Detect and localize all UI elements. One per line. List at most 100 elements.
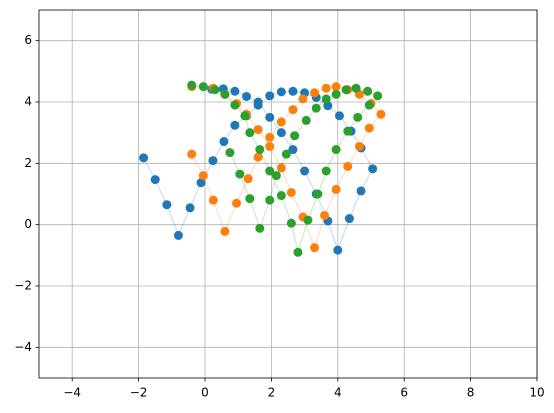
point <box>344 214 354 224</box>
point <box>288 105 298 115</box>
y-tick-label: 0 <box>24 217 32 231</box>
y-tick-label: −2 <box>14 279 32 293</box>
x-tick-label: −2 <box>130 386 148 400</box>
point <box>320 210 330 220</box>
point <box>276 87 286 97</box>
point <box>290 131 300 141</box>
point <box>265 166 275 176</box>
point <box>198 82 208 92</box>
x-tick-label: 2 <box>268 386 276 400</box>
point <box>293 247 303 257</box>
point <box>298 94 308 104</box>
point <box>187 149 197 159</box>
series-line <box>191 85 382 250</box>
x-tick-label: −4 <box>63 386 81 400</box>
point <box>323 101 333 111</box>
x-tick-label: 0 <box>201 386 209 400</box>
point <box>310 88 320 98</box>
point <box>265 195 275 205</box>
point <box>311 103 321 113</box>
point <box>219 137 229 147</box>
point <box>245 128 255 138</box>
point <box>341 85 351 95</box>
point <box>225 148 235 158</box>
y-tick-label: 6 <box>24 33 32 47</box>
point <box>363 86 373 96</box>
point <box>235 169 245 179</box>
point <box>265 91 275 101</box>
point <box>351 83 361 93</box>
point <box>232 198 242 208</box>
point <box>354 141 364 151</box>
point <box>253 152 263 162</box>
point <box>185 203 195 213</box>
point <box>265 141 275 151</box>
point <box>364 123 374 133</box>
point <box>187 80 197 90</box>
point <box>303 215 313 225</box>
point <box>208 195 218 205</box>
point <box>334 111 344 121</box>
point <box>300 166 310 176</box>
point <box>196 178 206 188</box>
point <box>313 189 323 199</box>
plot-frame <box>38 9 538 379</box>
point <box>310 243 320 253</box>
x-tick-label: 10 <box>529 386 544 400</box>
point <box>253 125 263 135</box>
x-tick-label: 8 <box>467 386 475 400</box>
point <box>255 223 265 233</box>
point <box>173 230 183 240</box>
point <box>288 145 298 155</box>
point <box>288 86 298 96</box>
point <box>271 171 281 181</box>
point <box>286 218 296 228</box>
point <box>220 89 230 99</box>
point <box>243 174 253 184</box>
point <box>245 194 255 204</box>
point <box>198 171 208 181</box>
point <box>333 245 343 255</box>
point <box>240 111 250 121</box>
point <box>150 175 160 185</box>
point <box>376 109 386 119</box>
point <box>368 164 378 174</box>
point <box>286 187 296 197</box>
point <box>281 149 291 159</box>
point <box>162 200 172 210</box>
point <box>276 163 286 173</box>
point <box>331 184 341 194</box>
point <box>321 94 331 104</box>
point <box>373 91 383 101</box>
point <box>265 132 275 142</box>
point <box>353 112 363 122</box>
point <box>139 153 149 163</box>
point <box>301 115 311 125</box>
point <box>255 145 265 155</box>
point <box>321 83 331 93</box>
point <box>343 126 353 136</box>
y-tick-label: 2 <box>24 156 32 170</box>
point <box>253 97 263 107</box>
point <box>331 145 341 155</box>
point <box>265 112 275 122</box>
point <box>220 226 230 236</box>
y-tick-label: −4 <box>14 340 32 354</box>
y-tick-label: 4 <box>24 95 32 109</box>
point <box>230 120 240 130</box>
point <box>331 82 341 92</box>
point <box>230 86 240 96</box>
point <box>210 85 220 95</box>
point <box>242 91 251 101</box>
point <box>343 161 353 171</box>
point <box>356 186 366 196</box>
x-tick-label: 6 <box>400 386 408 400</box>
point <box>230 100 240 110</box>
point <box>276 117 286 127</box>
point <box>364 100 374 110</box>
x-tick-label: 4 <box>334 386 342 400</box>
point <box>331 89 341 99</box>
point <box>276 191 286 201</box>
point <box>321 166 331 176</box>
